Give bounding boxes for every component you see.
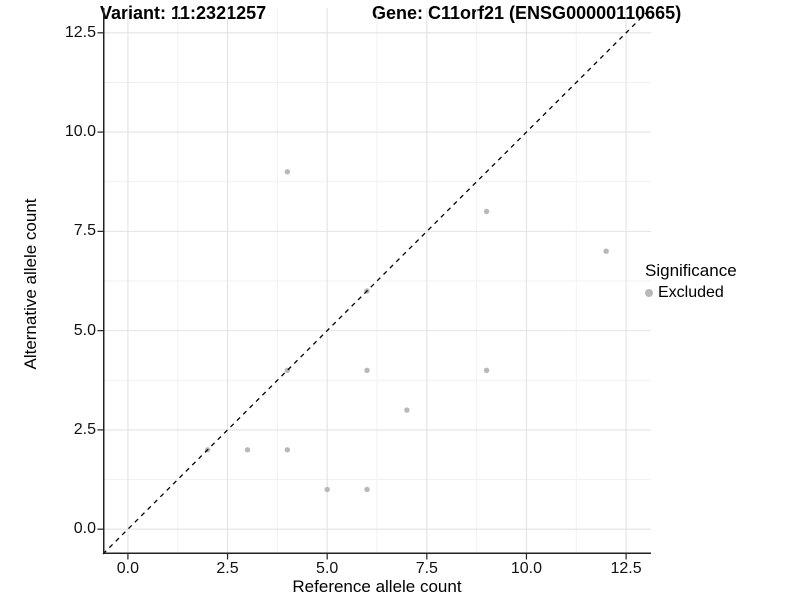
data-point <box>324 486 330 493</box>
data-point <box>603 248 609 254</box>
data-point <box>244 447 251 453</box>
excluded-point-icon <box>645 289 653 297</box>
legend-title: Significance <box>645 261 737 280</box>
legend-item-excluded: Excluded <box>645 284 737 302</box>
y-tick-label: 5.0 <box>73 321 96 339</box>
legend-item-label: Excluded <box>658 284 724 301</box>
y-tick-label: 2.5 <box>73 420 96 438</box>
y-tick-label: 12.5 <box>64 23 96 41</box>
data-point <box>483 367 490 374</box>
plot-canvas <box>97 7 652 560</box>
legend: Significance Excluded <box>645 261 737 302</box>
plot-title-variant: Variant: 11:2321257 <box>100 3 267 23</box>
data-point <box>284 169 291 175</box>
data-point <box>483 208 490 215</box>
plot-panel <box>97 7 652 560</box>
x-tick-label: 12.5 <box>610 560 642 577</box>
x-tick-label: 7.5 <box>415 560 438 577</box>
data-point <box>284 447 291 453</box>
x-tick-label: 2.5 <box>216 560 239 577</box>
data-point <box>364 367 370 374</box>
x-axis-title: Reference allele count <box>292 577 462 596</box>
y-axis-title: Alternative allele count <box>21 198 40 370</box>
identity-line <box>102 7 652 555</box>
y-tick-label: 10.0 <box>64 123 96 141</box>
data-point <box>364 486 370 493</box>
x-tick-label: 0.0 <box>116 560 140 577</box>
x-tick-label: 10.0 <box>510 560 543 577</box>
y-tick-label: 7.5 <box>73 222 96 240</box>
data-point <box>404 407 410 413</box>
y-tick-label: 0.0 <box>73 520 96 538</box>
x-tick-label: 5.0 <box>316 560 339 577</box>
